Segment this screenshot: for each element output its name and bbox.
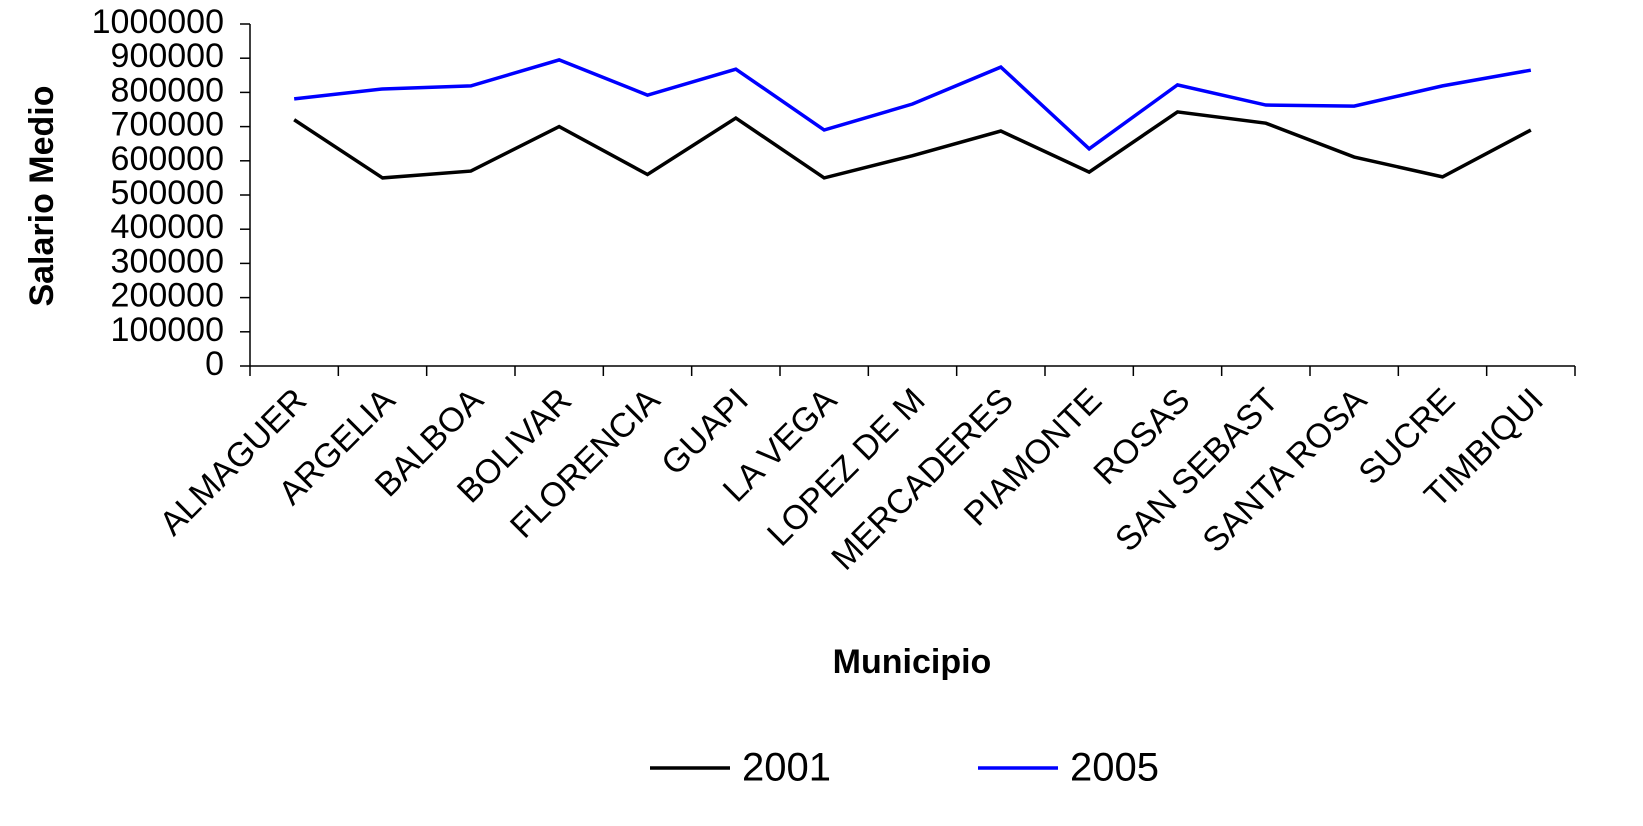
y-axis-title: Salario Medio	[23, 85, 61, 306]
y-tick-label: 1000000	[92, 3, 224, 41]
series-line	[293, 58, 1532, 152]
y-tick-label: 500000	[111, 174, 224, 212]
y-tick-label: 900000	[111, 37, 224, 75]
y-tick-label: 100000	[111, 311, 224, 349]
x-tick-label: ALMAGUER	[152, 381, 314, 543]
y-tick-label: 200000	[111, 277, 224, 315]
legend-label: 2005	[1070, 746, 1159, 790]
y-tick-label: 0	[205, 345, 224, 383]
series-line	[293, 110, 1532, 180]
y-tick-label: 700000	[111, 106, 224, 144]
y-tick-label: 300000	[111, 242, 224, 280]
legend-label: 2001	[742, 746, 831, 790]
y-tick-label: 600000	[111, 140, 224, 178]
y-tick-label: 800000	[111, 71, 224, 109]
y-tick-label: 400000	[111, 208, 224, 246]
x-axis-title: Municipio	[833, 643, 992, 681]
